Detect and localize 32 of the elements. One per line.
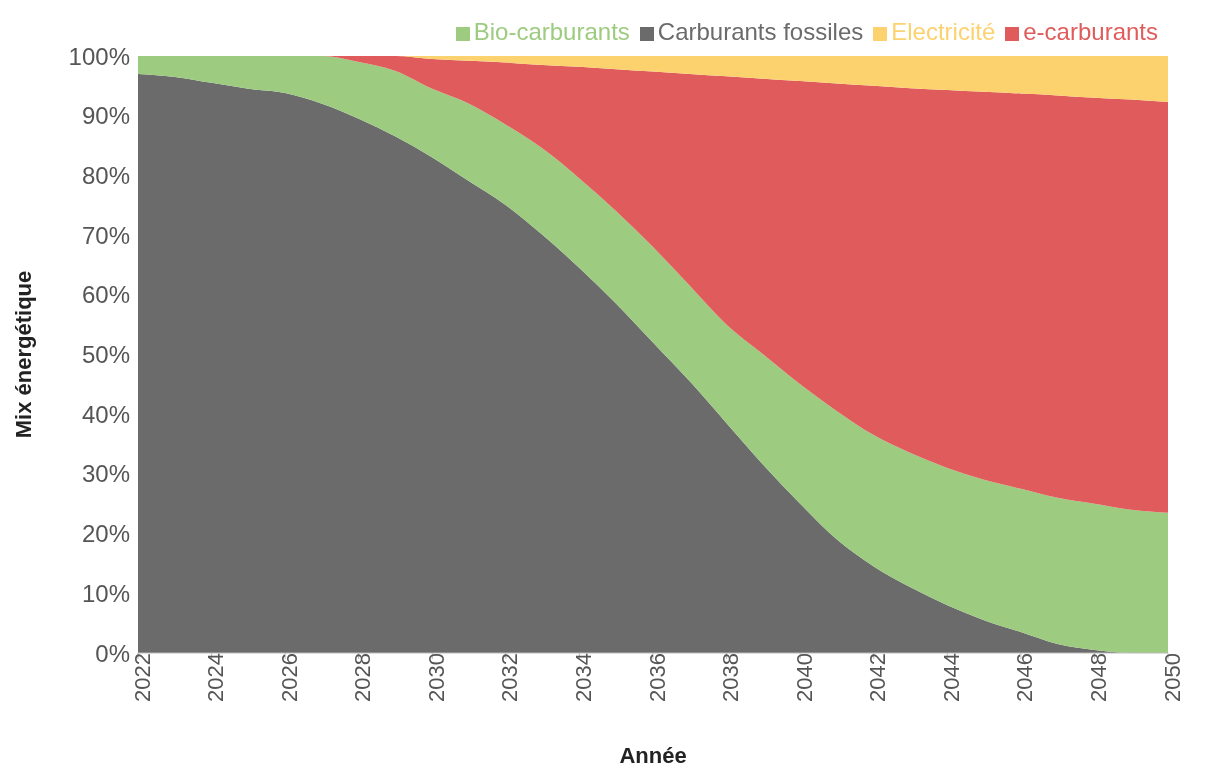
y-tick-label: 70%	[81, 221, 130, 249]
x-tick-label: 2022	[129, 653, 155, 702]
legend-label: Carburants fossiles	[657, 18, 864, 45]
x-tick-label: 2024	[203, 653, 229, 702]
y-tick-label: 0%	[95, 639, 130, 667]
x-tick-label: 2050	[1159, 653, 1185, 702]
y-tick-label: 30%	[81, 460, 130, 488]
y-tick-label: 100%	[68, 42, 130, 70]
y-tick-label: 20%	[81, 520, 130, 548]
x-tick-label: 2042	[865, 653, 891, 702]
legend-label: Electricité	[891, 18, 996, 45]
legend-label: e-carburants	[1023, 18, 1158, 45]
y-tick-label: 50%	[81, 341, 130, 369]
y-tick-label: 80%	[81, 161, 130, 189]
x-tick-label: 2036	[644, 653, 670, 702]
y-tick-label: 90%	[81, 102, 130, 130]
x-tick-label: 2030	[423, 653, 449, 702]
x-tick-label: 2028	[350, 653, 376, 702]
x-tick-label: 2034	[571, 653, 597, 702]
y-tick-label: 60%	[81, 281, 130, 309]
x-tick-label: 2032	[497, 653, 523, 702]
x-axis-title: Année	[619, 743, 687, 768]
x-tick-label: 2046	[1012, 653, 1038, 702]
legend-label: Bio-carburants	[473, 18, 630, 45]
x-tick-label: 2026	[276, 653, 302, 702]
y-axis-title: Mix énergétique	[10, 270, 36, 439]
y-tick-label: 10%	[81, 579, 130, 607]
x-tick-label: 2048	[1086, 653, 1112, 702]
x-tick-label: 2038	[718, 653, 744, 702]
x-tick-label: 2044	[938, 653, 964, 702]
x-tick-label: 2040	[791, 653, 817, 702]
y-tick-label: 40%	[81, 400, 130, 428]
